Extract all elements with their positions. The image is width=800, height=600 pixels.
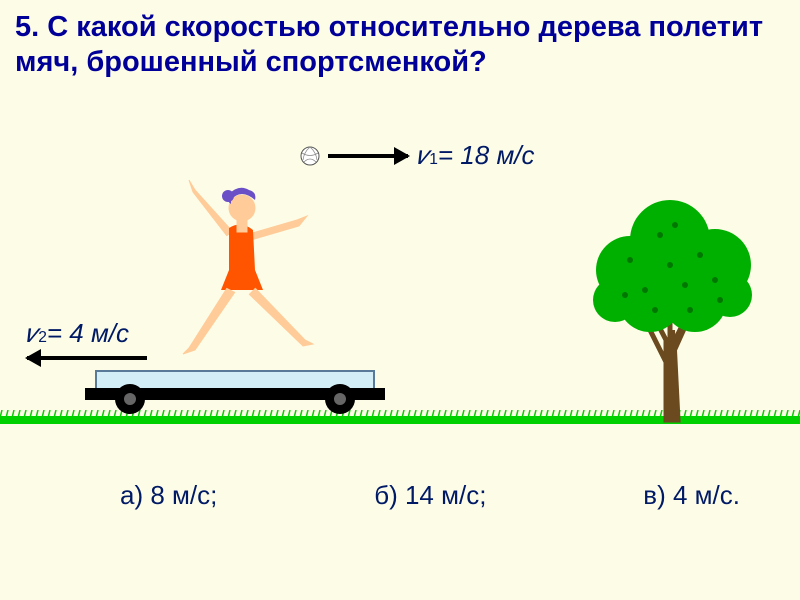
answer-options: а) 8 м/с; б) 14 м/с; в) 4 м/с.	[120, 480, 740, 511]
cart-velocity-group: 𝑣2 = 4 м/с	[25, 318, 129, 350]
answer-c-line2: м/с.	[695, 480, 740, 510]
wheel-left	[115, 384, 145, 414]
v2-value: = 4 м/с	[47, 318, 129, 349]
v1-sub: 1	[428, 151, 438, 169]
wheel-right	[325, 384, 355, 414]
answer-b: б) 14 м/с;	[374, 480, 486, 511]
arrow-left-icon	[27, 356, 147, 360]
dancer-icon	[155, 170, 335, 380]
tree-icon	[570, 180, 780, 430]
v1-symbol: 𝑣	[416, 140, 428, 172]
volleyball-icon	[300, 146, 320, 166]
answer-a: а) 8 м/с;	[120, 480, 217, 511]
v2-symbol: 𝑣	[25, 318, 37, 350]
v1-value: = 18 м/с	[438, 140, 535, 171]
answer-c: в) 4 м/с.	[643, 480, 740, 511]
v2-sub: 2	[37, 329, 47, 347]
answer-c-line1: в) 4	[643, 480, 687, 510]
v2-label: 𝑣2 = 4 м/с	[25, 318, 129, 350]
arrow-right-icon	[328, 154, 408, 158]
v1-label: 𝑣1 = 18 м/с	[416, 140, 535, 172]
slide-root: 5. С какой скоростью относительно дерева…	[0, 0, 800, 600]
question-text: 5. С какой скоростью относительно дерева…	[15, 10, 785, 80]
ball-velocity-group: 𝑣1 = 18 м/с	[300, 140, 535, 172]
